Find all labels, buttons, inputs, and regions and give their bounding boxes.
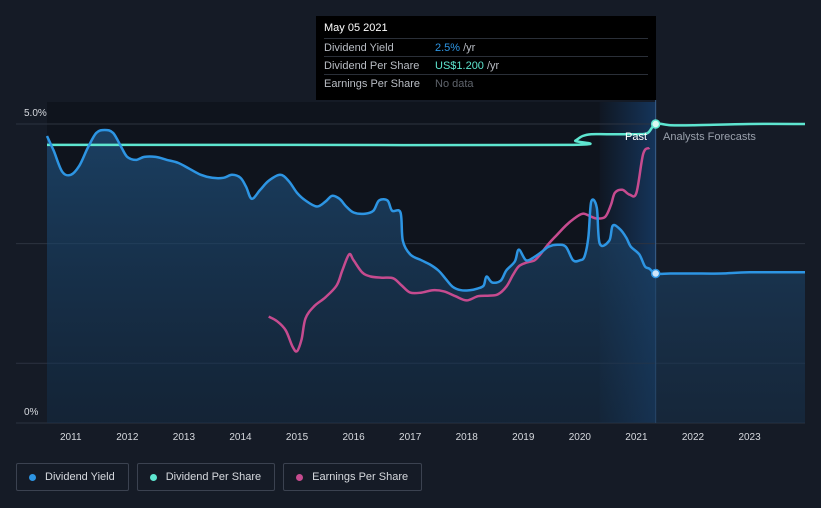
marks-layer [650, 119, 661, 279]
legend-item-dividend-yield[interactable]: Dividend Yield [16, 463, 129, 491]
tooltip-date: May 05 2021 [324, 22, 388, 34]
tooltip-unit: /yr [463, 41, 476, 54]
x-tick-label: 2020 [569, 432, 592, 443]
legend-item-earnings-per-share[interactable]: Earnings Per Share [283, 463, 423, 491]
x-tick-label: 2023 [738, 432, 761, 443]
dividend-per-share-line [47, 122, 806, 147]
x-tick-label: 2018 [456, 432, 479, 443]
dividend-yield-area [47, 130, 805, 423]
tooltip: May 05 2021 Dividend Yield 2.5% /yr Divi… [316, 16, 656, 100]
tooltip-label: Earnings Per Share [324, 77, 420, 90]
x-tick-label: 2016 [342, 432, 365, 443]
x-tick-label: 2011 [60, 432, 82, 443]
tooltip-row-earnings-per-share: Earnings Per Share No data [324, 74, 648, 92]
legend-label: Dividend Per Share [165, 471, 262, 483]
tooltip-row-dividend-yield: Dividend Yield 2.5% /yr [324, 38, 648, 56]
x-tick-label: 2012 [116, 432, 139, 443]
x-tick-label: 2015 [286, 432, 309, 443]
legend-dot-icon [149, 473, 157, 481]
area-layer [47, 130, 805, 423]
legend: Dividend Yield Dividend Per Share Earnin… [16, 463, 423, 491]
lines-layer [45, 122, 806, 353]
x-tick-label: 2021 [625, 432, 648, 443]
y-tick-label: 5.0% [24, 108, 47, 119]
legend-label: Dividend Yield [45, 471, 115, 483]
tooltip-value: No data [435, 77, 474, 90]
x-tick-label: 2017 [399, 432, 422, 443]
legend-item-dividend-per-share[interactable]: Dividend Per Share [136, 463, 276, 491]
tooltip-unit: /yr [486, 59, 500, 72]
tooltip-value: US$1.200 [435, 59, 484, 72]
x-tick-label: 2013 [173, 432, 196, 443]
past-label: Past [625, 131, 647, 143]
legend-dot-icon [296, 473, 304, 481]
x-tick-label: 2019 [512, 432, 535, 443]
dividend-yield-line [45, 128, 806, 292]
x-tick-label: 2014 [229, 432, 252, 443]
tooltip-label: Dividend Yield [324, 41, 394, 54]
y-tick-label: 0% [24, 407, 39, 418]
dividend-per-share-marker [650, 119, 661, 129]
analysts-forecasts-label: Analysts Forecasts [663, 131, 756, 143]
tooltip-row-dividend-per-share: Dividend Per Share US$1.200 /yr [324, 56, 648, 74]
dividend-yield-marker [650, 268, 661, 279]
tooltip-label: Dividend Per Share [324, 59, 420, 72]
x-tick-label: 2022 [682, 432, 705, 443]
legend-dot-icon [29, 473, 36, 481]
tooltip-value: 2.5% [435, 41, 461, 54]
legend-label: Earnings Per Share [312, 471, 409, 483]
